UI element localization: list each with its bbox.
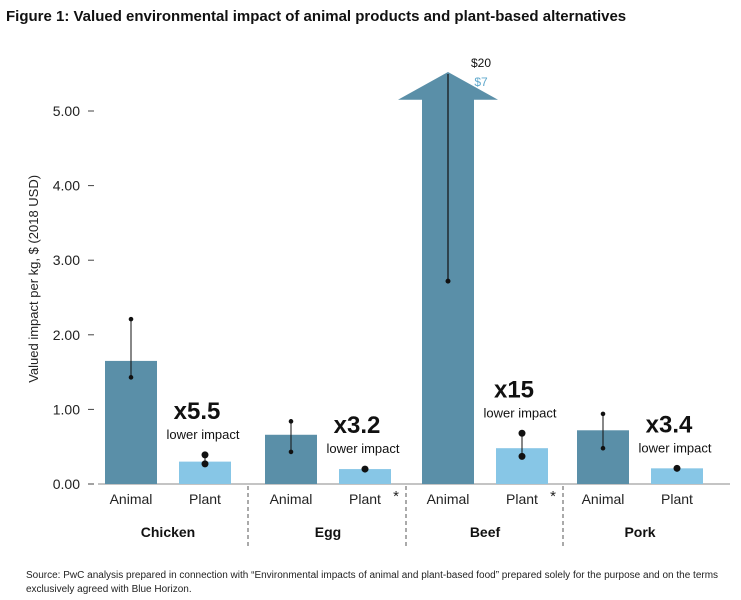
y-tick-label: 3.00: [53, 252, 80, 268]
multiplier-note: lower impact: [484, 405, 557, 420]
y-tick-label: 4.00: [53, 178, 80, 194]
asterisk-marker: *: [393, 488, 399, 505]
error-bar-end: [600, 445, 606, 451]
source-note: Source: PwC analysis prepared in connect…: [26, 570, 719, 595]
error-bar-end: [201, 451, 209, 459]
y-tick-label: 5.00: [53, 103, 80, 119]
x-tick-label: Plant: [661, 491, 693, 507]
x-tick-label: Plant: [506, 491, 538, 507]
bar-chicken-plant: [179, 461, 231, 484]
group-label-pork: Pork: [624, 524, 655, 540]
error-bar-end: [361, 465, 369, 473]
bar-chart: 0.00 1.00 2.00 3.00 4.00 5.00 Valued impact pe…: [26, 56, 730, 548]
multiplier-note: lower impact: [327, 441, 400, 456]
x-tick-label: Plant: [189, 491, 221, 507]
error-bar-end: [673, 464, 681, 472]
bar-chicken-animal: [105, 360, 157, 484]
multiplier-value: x3.2: [334, 412, 381, 439]
error-bar-end: [600, 411, 606, 417]
y-tick-label: 2.00: [53, 327, 80, 343]
x-tick-label: Animal: [270, 491, 313, 507]
asterisk-marker: *: [550, 488, 556, 505]
x-tick-label: Animal: [582, 491, 625, 507]
multiplier-value: x3.4: [646, 411, 693, 438]
error-bar-end: [288, 449, 294, 455]
y-tick-label: 0.00: [53, 476, 80, 492]
off-chart-value-high: $20: [471, 56, 491, 70]
multiplier-value: x15: [494, 376, 534, 403]
y-axis-label: Valued impact per kg, $ (2018 USD): [26, 175, 41, 383]
error-bar-end: [445, 278, 451, 284]
x-tick-label: Animal: [427, 491, 470, 507]
multiplier-value: x5.5: [174, 398, 221, 425]
error-bar-end: [201, 460, 209, 468]
error-bar-end: [518, 452, 526, 460]
bar-pork-plant: [651, 468, 703, 484]
bar-egg-plant: [339, 469, 391, 484]
off-chart-value-low: $7: [474, 75, 488, 89]
group-label-beef: Beef: [470, 524, 501, 540]
x-tick-label: Plant: [349, 491, 381, 507]
group-label-egg: Egg: [315, 524, 341, 540]
y-tick-label: 1.00: [53, 401, 80, 417]
group-label-chicken: Chicken: [141, 524, 195, 540]
error-bar-end: [518, 429, 526, 437]
multiplier-note: lower impact: [639, 440, 712, 455]
error-bar-end: [128, 375, 134, 380]
multiplier-note: lower impact: [167, 427, 240, 442]
error-bar-end: [128, 316, 134, 322]
chart-title: Figure 1: Valued environmental impact of…: [6, 8, 627, 25]
x-tick-label: Animal: [110, 491, 153, 507]
error-bar-end: [288, 419, 294, 424]
